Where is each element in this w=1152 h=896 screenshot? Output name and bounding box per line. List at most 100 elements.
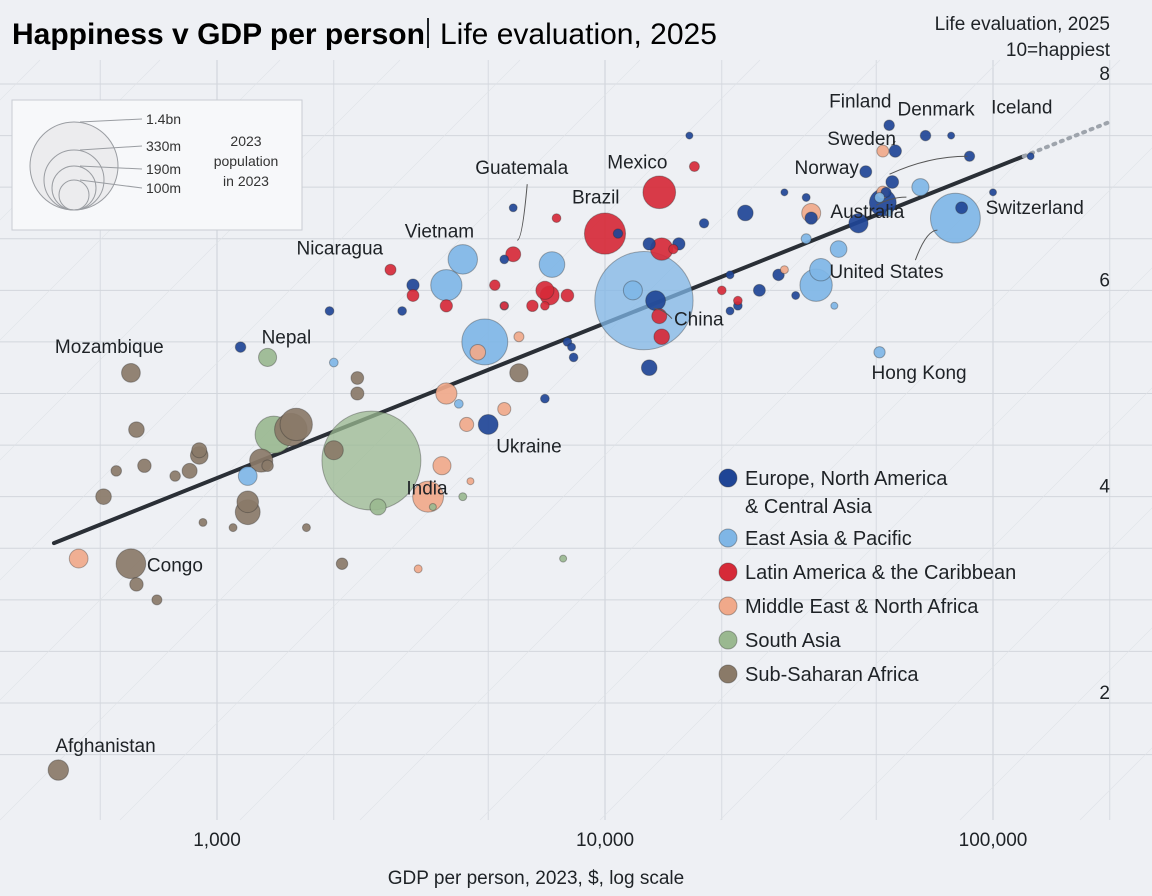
chart-title: Happiness v GDP per person xyxy=(12,18,425,51)
size-legend-leader xyxy=(79,179,143,189)
data-point xyxy=(301,523,311,533)
x-axis-title: GDP per person, 2023, $, log scale xyxy=(388,868,684,889)
size-legend-leader xyxy=(79,165,143,170)
grid-line-diag xyxy=(719,387,1152,821)
data-point xyxy=(809,257,833,282)
point-label-united-states: United States xyxy=(829,262,943,283)
size-caption-line2: population xyxy=(214,153,279,169)
label-leader-line xyxy=(914,229,938,261)
grid-line-diag xyxy=(599,267,1152,821)
point-label-nepal: Nepal xyxy=(262,327,312,348)
data-point xyxy=(236,490,259,514)
data-point xyxy=(538,251,566,278)
data-point xyxy=(540,300,550,311)
data-point xyxy=(47,759,70,781)
data-point xyxy=(458,492,468,502)
data-point xyxy=(780,188,789,197)
data-point xyxy=(911,178,930,197)
legend-label: East Asia & Pacific xyxy=(745,528,912,550)
legend-swatch xyxy=(718,664,738,684)
data-point xyxy=(737,204,754,222)
legend-swatch xyxy=(718,468,738,488)
grid-line-diag xyxy=(839,507,1152,821)
point-label-china: China xyxy=(674,310,724,331)
data-point xyxy=(698,218,710,229)
data-point xyxy=(594,251,694,351)
data-point xyxy=(121,362,141,383)
data-point xyxy=(191,442,208,459)
grid-line-diag xyxy=(0,59,521,581)
point-label-hong-kong: Hong Kong xyxy=(872,363,967,384)
label-leader-line xyxy=(891,140,896,146)
data-point xyxy=(509,363,529,383)
data-point xyxy=(651,308,668,325)
point-label-switzerland: Switzerland xyxy=(986,198,1084,219)
y-axis-title-line2: 10=happiest xyxy=(1006,40,1111,61)
grid-line-diag xyxy=(239,59,1001,821)
data-point xyxy=(725,306,735,316)
data-point xyxy=(497,401,512,417)
color-legend: Europe, North America & Central Asia East … xyxy=(718,468,1016,686)
y-axis-title-line1: Life evaluation, 2025 xyxy=(935,14,1110,35)
data-point xyxy=(459,416,475,432)
data-point xyxy=(234,341,247,353)
data-point xyxy=(560,288,575,303)
point-label-congo: Congo xyxy=(147,556,203,577)
y-tick-labels: 2 4 6 8 xyxy=(1099,64,1110,704)
data-point xyxy=(181,462,198,479)
data-point xyxy=(568,352,579,363)
point-label-brazil: Brazil xyxy=(572,188,620,209)
data-point xyxy=(432,456,452,476)
data-point xyxy=(447,244,478,275)
point-label-nicaragua: Nicaragua xyxy=(296,239,383,260)
data-point xyxy=(350,386,365,401)
data-point xyxy=(919,129,932,142)
data-point xyxy=(989,188,997,197)
data-point xyxy=(668,243,679,255)
data-point xyxy=(453,398,464,409)
trend-line-extension xyxy=(1021,119,1112,159)
size-caption-line3: in 2023 xyxy=(223,173,269,189)
legend-label-cont: & Central Asia xyxy=(745,496,873,518)
data-point xyxy=(228,523,238,533)
data-point xyxy=(883,119,895,132)
point-label-finland: Finland xyxy=(829,91,891,112)
data-point xyxy=(653,328,670,346)
legend-label: Europe, North America xyxy=(745,468,948,490)
label-leader-line xyxy=(876,196,907,206)
data-point xyxy=(642,175,677,210)
grid-line-diag xyxy=(119,59,881,821)
data-points xyxy=(47,119,1035,781)
chart-subtitle: Life evaluation, 2025 xyxy=(440,18,717,51)
data-point xyxy=(461,318,509,366)
x-tick-label: 10,000 xyxy=(576,830,634,851)
size-label-100m: 100m xyxy=(146,180,181,196)
data-point xyxy=(1026,152,1035,161)
data-point xyxy=(801,193,811,202)
data-point xyxy=(430,269,463,302)
data-point xyxy=(688,161,700,173)
y-tick-label: 2 xyxy=(1099,683,1110,704)
data-point xyxy=(685,131,694,140)
data-point xyxy=(328,357,339,368)
data-point xyxy=(258,347,278,367)
data-point xyxy=(397,306,407,316)
data-point xyxy=(535,280,555,300)
y-tick-label: 8 xyxy=(1099,64,1110,85)
data-point xyxy=(612,228,624,239)
data-point xyxy=(540,393,550,404)
legend-swatch xyxy=(718,528,738,548)
x-tick-label: 100,000 xyxy=(959,830,1028,851)
data-point xyxy=(716,285,727,296)
x-tick-labels: 1,000 10,000 100,000 xyxy=(193,830,1027,851)
data-point xyxy=(642,237,656,251)
size-legend-circle xyxy=(58,179,90,211)
data-point xyxy=(169,470,181,482)
data-point xyxy=(412,480,445,513)
data-point xyxy=(873,346,886,359)
data-point xyxy=(830,301,839,310)
data-point xyxy=(800,233,812,245)
grid-lines xyxy=(0,59,1152,821)
legend-label: Middle East & North Africa xyxy=(745,596,979,618)
